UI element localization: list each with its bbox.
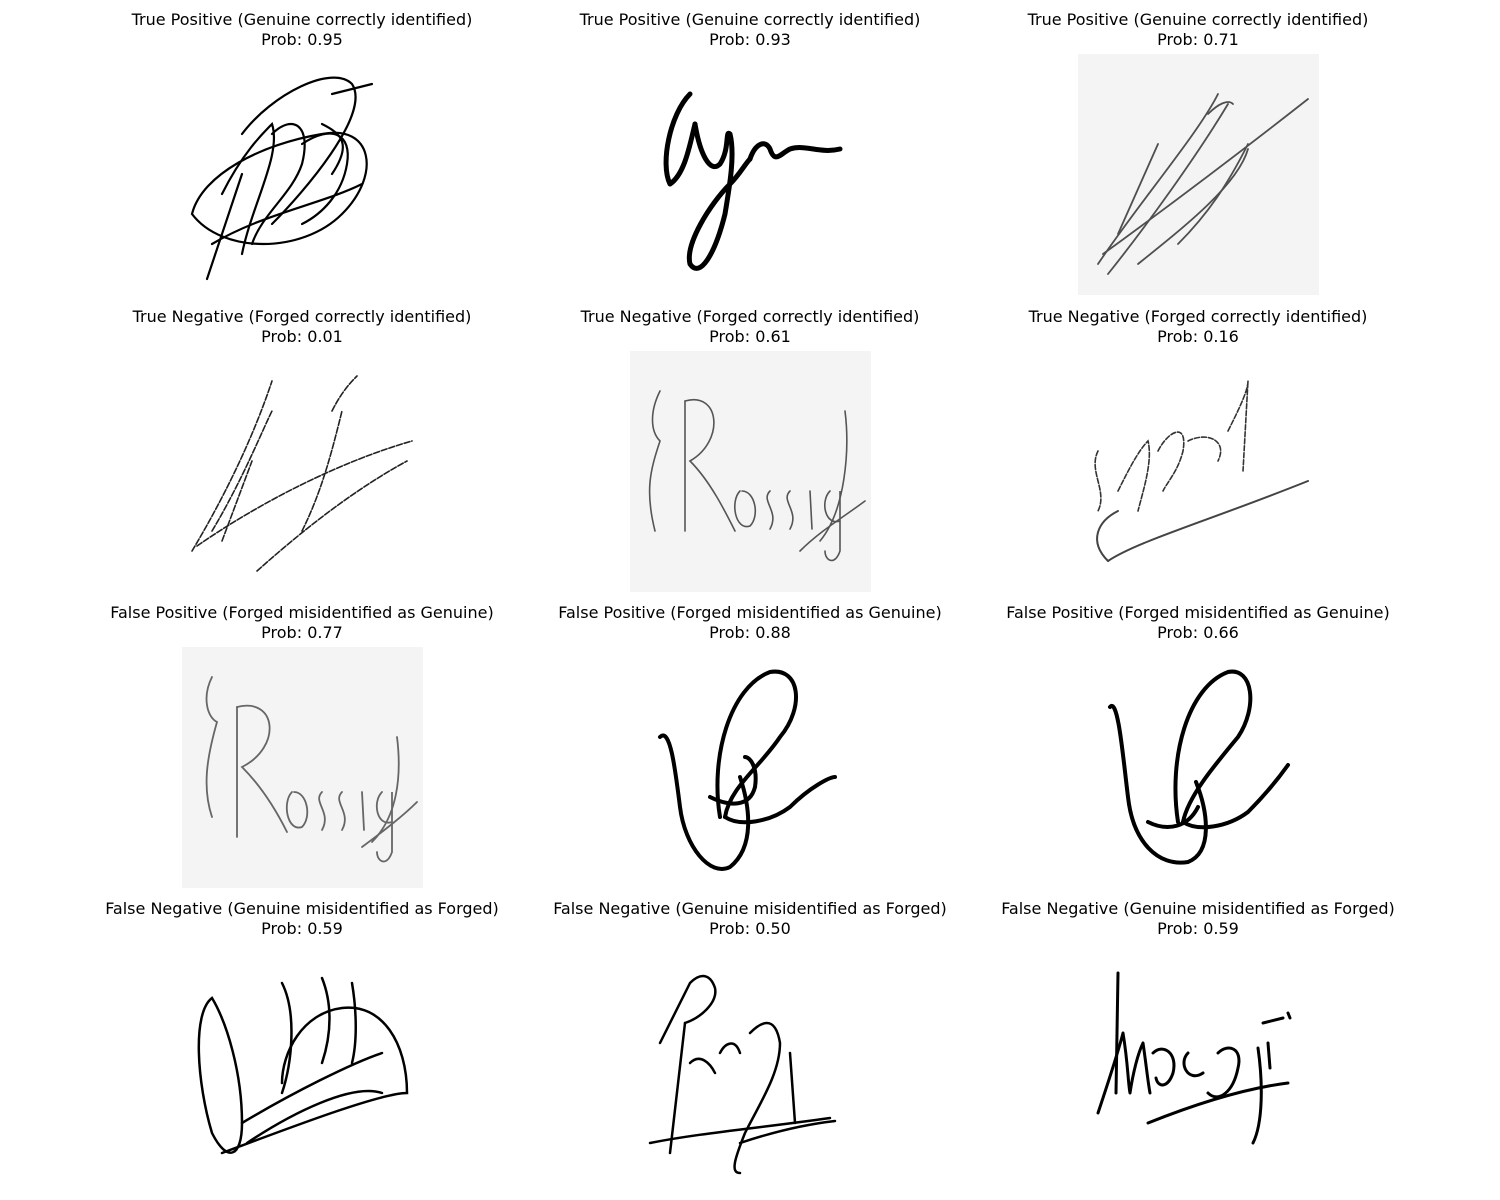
- panel-title: True Positive (Genuine correctly identif…: [1027, 10, 1369, 29]
- panel: True Positive (Genuine correctly identif…: [530, 0, 970, 296]
- signature-image: [1078, 351, 1319, 592]
- panel-title: True Negative (Forged correctly identifi…: [1028, 307, 1368, 326]
- panel: True Negative (Forged correctly identifi…: [530, 297, 970, 593]
- signature-underline-icon: [1096, 971, 1292, 1145]
- panel-title: True Negative (Forged correctly identifi…: [580, 307, 920, 326]
- panel-probability: Prob: 0.59: [261, 919, 343, 938]
- panel-probability: Prob: 0.88: [709, 623, 791, 642]
- signature-oval-icon: [197, 976, 409, 1155]
- panel: False Negative (Genuine misidentified as…: [82, 889, 522, 1185]
- panel-probability: Prob: 0.77: [261, 623, 343, 642]
- signature-image: [182, 943, 423, 1184]
- panel: True Negative (Forged correctly identifi…: [82, 297, 522, 593]
- signature-image: [630, 943, 871, 1184]
- signature-image: [1078, 943, 1319, 1184]
- signature-image: [630, 647, 871, 888]
- signature-rossignol-icon: [182, 647, 423, 888]
- panel: False Negative (Genuine misidentified as…: [530, 889, 970, 1185]
- panel-probability: Prob: 0.61: [709, 327, 791, 346]
- panel-title: True Negative (Forged correctly identifi…: [132, 307, 472, 326]
- panel-probability: Prob: 0.71: [1157, 30, 1239, 49]
- signature-underline-icon: [648, 974, 837, 1175]
- panel-title: False Positive (Forged misidentified as …: [558, 603, 942, 622]
- panel-probability: Prob: 0.95: [261, 30, 343, 49]
- signature-scribble-icon: [190, 76, 374, 281]
- panel-title: False Positive (Forged misidentified as …: [110, 603, 494, 622]
- panel: True Positive (Genuine correctly identif…: [82, 0, 522, 296]
- signature-image: [1078, 647, 1319, 888]
- signature-image: [182, 351, 423, 592]
- signature-cursive-icon: [663, 91, 843, 271]
- panel-probability: Prob: 0.66: [1157, 623, 1239, 642]
- panel-probability: Prob: 0.01: [261, 327, 343, 346]
- panel: True Positive (Genuine correctly identif…: [978, 0, 1418, 296]
- signature-image: [182, 54, 423, 295]
- panel-title: False Negative (Genuine misidentified as…: [553, 899, 947, 918]
- signature-image: [1078, 54, 1319, 295]
- signature-image: [630, 351, 871, 592]
- signature-slashes-icon: [1078, 54, 1319, 295]
- panel-probability: Prob: 0.50: [709, 919, 791, 938]
- signature-swoosh-icon: [1094, 380, 1309, 562]
- panel-probability: Prob: 0.16: [1157, 327, 1239, 346]
- signature-rossignol-icon: [630, 351, 871, 592]
- panel-title: True Positive (Genuine correctly identif…: [131, 10, 473, 29]
- panel: False Positive (Forged misidentified as …: [82, 593, 522, 889]
- signature-image: [182, 647, 423, 888]
- panel-probability: Prob: 0.93: [709, 30, 791, 49]
- panel-title: False Negative (Genuine misidentified as…: [105, 899, 499, 918]
- panel: False Positive (Forged misidentified as …: [978, 593, 1418, 889]
- panel-title: False Negative (Genuine misidentified as…: [1001, 899, 1395, 918]
- panel-probability: Prob: 0.59: [1157, 919, 1239, 938]
- panel: False Negative (Genuine misidentified as…: [978, 889, 1418, 1185]
- signature-loop-icon: [1108, 669, 1290, 865]
- panel-title: True Positive (Genuine correctly identif…: [579, 10, 921, 29]
- signature-loop-icon: [658, 669, 837, 871]
- panel: True Negative (Forged correctly identifi…: [978, 297, 1418, 593]
- signature-image: [630, 54, 871, 295]
- signature-slashes-icon: [191, 375, 413, 572]
- panel: False Positive (Forged misidentified as …: [530, 593, 970, 889]
- panel-title: False Positive (Forged misidentified as …: [1006, 603, 1390, 622]
